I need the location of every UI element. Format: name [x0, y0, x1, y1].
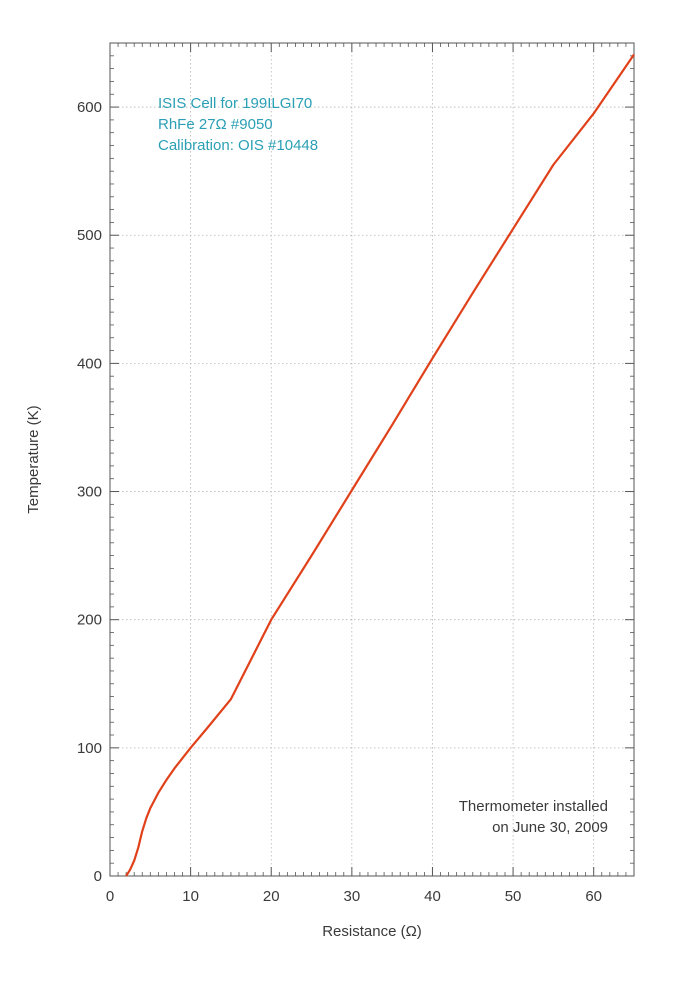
- annotation-line: RhFe 27Ω #9050: [158, 116, 273, 133]
- y-tick-label: 500: [77, 227, 102, 244]
- axis-ticks: [109, 42, 635, 877]
- series-line: [125, 53, 635, 877]
- y-tick-label: 400: [77, 355, 102, 372]
- plot-frame: [109, 42, 635, 877]
- annotation-cell-info: ISIS Cell for 199ILGI70 RhFe 27Ω #9050 C…: [158, 95, 318, 154]
- y-axis-label: Temperature (K): [25, 405, 42, 513]
- y-tick-label: 100: [77, 740, 102, 757]
- x-tick-label: 40: [424, 888, 441, 905]
- y-tick-label: 0: [94, 868, 102, 885]
- y-tick-label: 600: [77, 99, 102, 116]
- x-tick-label: 60: [585, 888, 602, 905]
- annotation-install-date: Thermometer installed on June 30, 2009: [459, 798, 608, 836]
- x-axis-label: Resistance (Ω): [322, 923, 422, 940]
- x-tick-label: 50: [505, 888, 522, 905]
- x-tick-label: 20: [263, 888, 280, 905]
- x-tick-label: 10: [182, 888, 199, 905]
- x-tick-label: 30: [344, 888, 361, 905]
- annotation-line: Thermometer installed: [459, 798, 608, 815]
- annotation-line: Calibration: OIS #10448: [158, 137, 318, 154]
- y-tick-label: 300: [77, 484, 102, 501]
- grid: [110, 43, 634, 876]
- annotation-line: ISIS Cell for 199ILGI70: [158, 95, 312, 112]
- y-tick-label: 200: [77, 612, 102, 629]
- x-tick-label: 0: [106, 888, 114, 905]
- annotation-line: on June 30, 2009: [492, 819, 608, 836]
